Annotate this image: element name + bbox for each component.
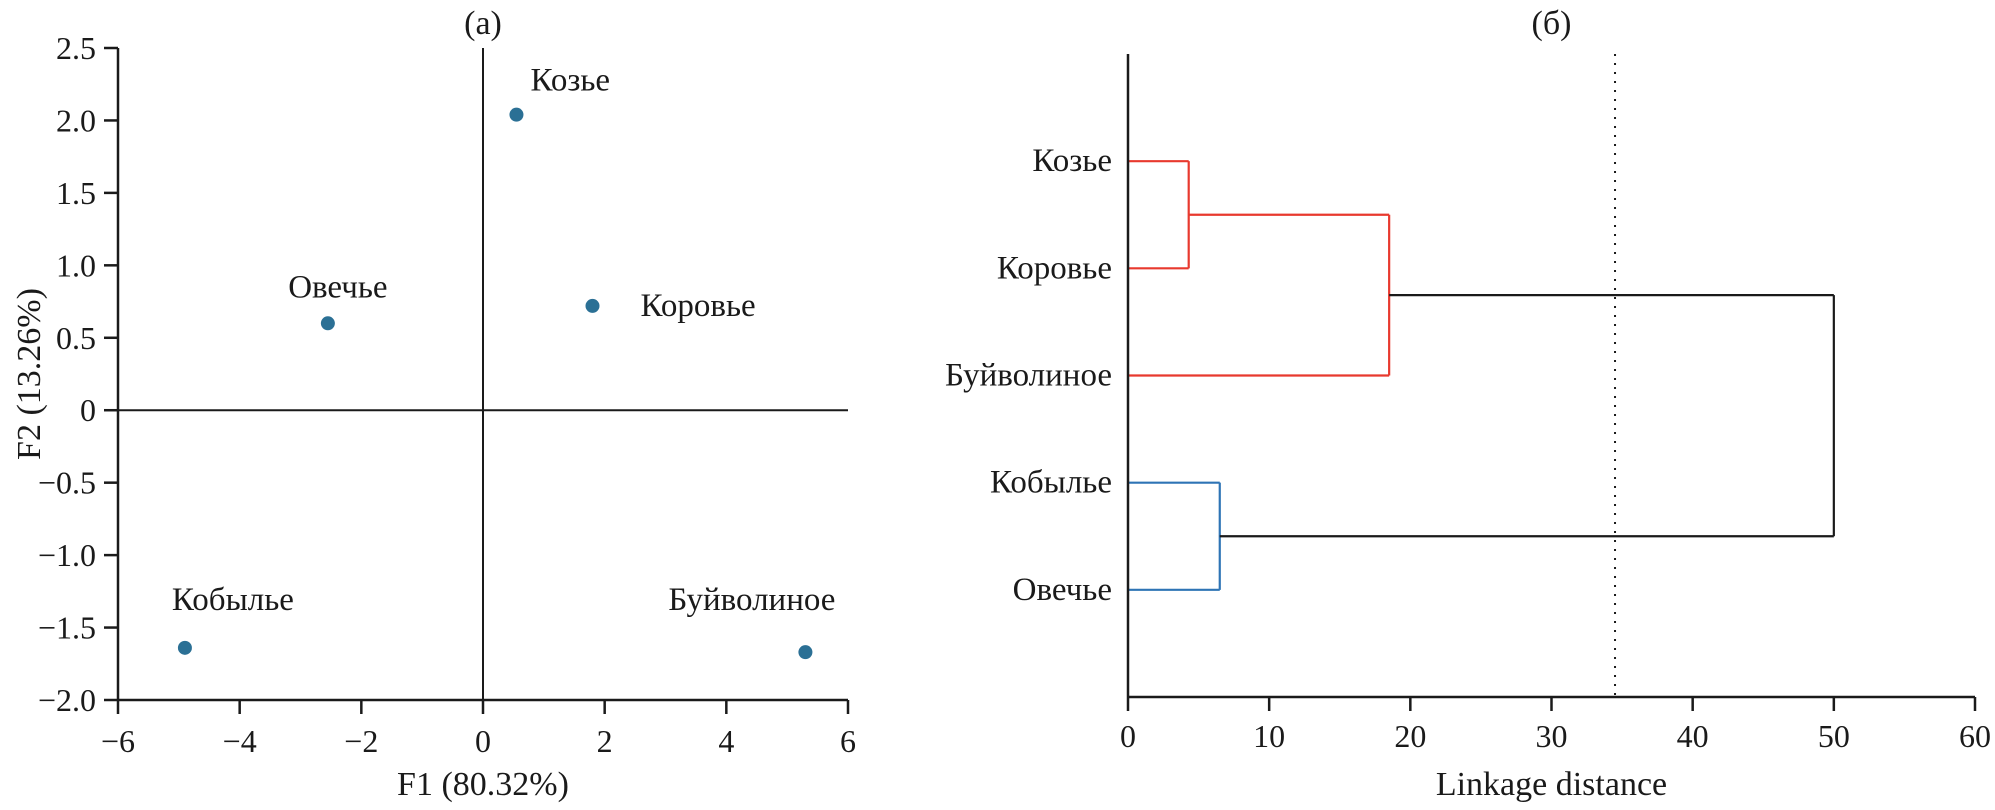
x-tick-label: 10 (1253, 718, 1285, 754)
x-tick-label: 60 (1959, 718, 1991, 754)
y-tick-label: −0.5 (38, 465, 96, 501)
pca-scatter-panel: 2.5 2.0 1.5 1.0 0.5 0 −0.5 −1.0 −1.5 −2.0−6 −4 −2 0 2… (11, 5, 856, 803)
x-tick-label: 50 (1818, 718, 1850, 754)
x-tick-label: −6 (101, 723, 135, 759)
x-tick-label: −2 (344, 723, 378, 759)
x-tick-label: 40 (1677, 718, 1709, 754)
y-tick-label: −2.0 (38, 682, 96, 718)
y-tick-label: 0.5 (56, 320, 96, 356)
y-tick-label: 0 (80, 392, 96, 428)
scatter-point (798, 645, 813, 660)
panel-a-title: (а) (464, 5, 502, 42)
x-tick-label: −4 (223, 723, 257, 759)
leaf-label: Овечье (1013, 572, 1112, 608)
scatter-point (320, 316, 335, 331)
leaf-label: Коровье (997, 250, 1112, 286)
x-tick-label: 0 (1120, 718, 1136, 754)
x-tick-label: 20 (1394, 718, 1426, 754)
leaf-label: Буйволиное (945, 358, 1112, 394)
leaf-label: Козье (1032, 143, 1112, 179)
scatter-point (177, 640, 192, 655)
panel-b-title: (б) (1532, 5, 1572, 42)
y-tick-label: −1.5 (38, 610, 96, 646)
point-label: Козье (530, 63, 610, 99)
x-tick-label: 2 (597, 723, 613, 759)
x-tick-label: 6 (840, 723, 856, 759)
y-tick-label: 2.0 (56, 102, 96, 138)
scatter-point (585, 298, 600, 313)
dendrogram-panel: Козье Коровье Буйволиное Кобылье Овечье 0 10 20… (945, 5, 1991, 803)
point-label: Коровье (641, 288, 756, 324)
leaf-label: Кобылье (990, 465, 1112, 501)
y-axis-label: F2 (13.26%) (11, 288, 48, 460)
y-tick-label: −1.0 (38, 537, 96, 573)
x-tick-label: 30 (1536, 718, 1568, 754)
scatter-point (509, 107, 524, 122)
point-label: Кобылье (172, 582, 294, 618)
y-tick-label: 1.5 (56, 175, 96, 211)
y-tick-label: 1.0 (56, 247, 96, 283)
x-tick-label: 4 (718, 723, 734, 759)
x-tick-label: 0 (475, 723, 491, 759)
y-tick-label: 2.5 (56, 30, 96, 66)
point-label: Буйволиное (668, 582, 835, 618)
x-axis-label: F1 (80.32%) (397, 766, 569, 803)
point-label: Овечье (288, 269, 387, 305)
x-axis-label: Linkage distance (1436, 766, 1667, 803)
